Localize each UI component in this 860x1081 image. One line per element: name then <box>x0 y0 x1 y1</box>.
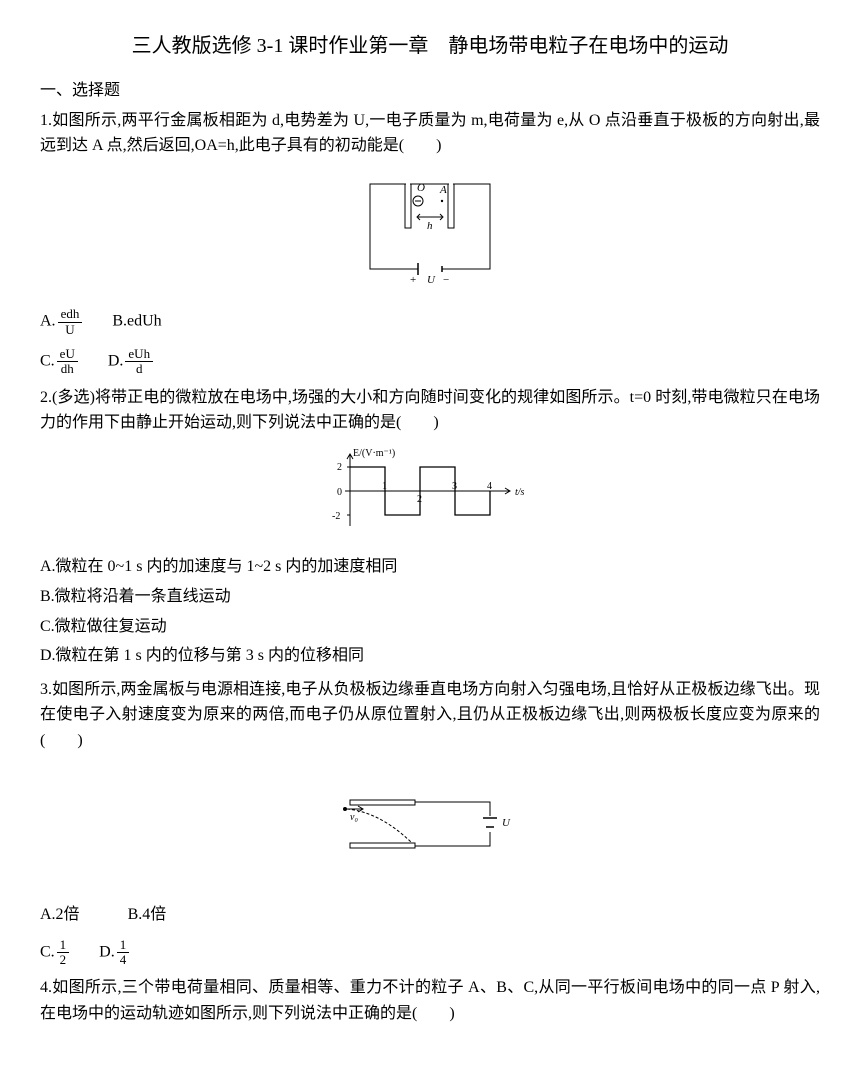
q2-optB: B.微粒将沿着一条直线运动 <box>40 584 820 610</box>
q1-optC-den: dh <box>57 362 78 376</box>
q1-fig-label-O: O <box>417 182 425 194</box>
q2-fig-ylabel: E/(V·m⁻¹) <box>353 448 395 459</box>
question-1: 1.如图所示,两平行金属板相距为 d,电势差为 U,一电子质量为 m,电荷量为 … <box>40 108 820 377</box>
q3-optD-num: 1 <box>117 938 130 953</box>
q1-optD-den: d <box>125 362 153 376</box>
q1-optA-den: U <box>58 323 83 337</box>
q1-optD-num: eUh <box>125 347 153 362</box>
q1-fig-label-plus: + <box>410 274 416 286</box>
q3-optA: A.2倍 <box>40 906 80 923</box>
q2-fig-ytick-zero: 0 <box>337 487 342 498</box>
q1-figure: O A h + U − <box>40 169 820 298</box>
q3-optC-num: 1 <box>57 938 70 953</box>
q1-fig-label-U: U <box>427 274 436 286</box>
question-4: 4.如图所示,三个带电荷量相同、质量相等、重力不计的粒子 A、B、C,从同一平行… <box>40 975 820 1026</box>
q2-fig-xtick-3: 3 <box>452 481 457 492</box>
page-title: 三人教版选修 3-1 课时作业第一章 静电场带电粒子在电场中的运动 <box>40 30 820 62</box>
q4-text: 4.如图所示,三个带电荷量相同、质量相等、重力不计的粒子 A、B、C,从同一平行… <box>40 975 820 1026</box>
q1-optC-prefix: C. <box>40 352 55 369</box>
q2-fig-xlabel: t/s <box>515 487 525 498</box>
q2-fig-xtick-2: 2 <box>417 494 422 505</box>
q1-text: 1.如图所示,两平行金属板相距为 d,电势差为 U,一电子质量为 m,电荷量为 … <box>40 108 820 159</box>
q3-fig-label-U: U <box>502 817 511 829</box>
section-header: 一、选择题 <box>40 78 820 104</box>
q2-fig-ytick-neg: -2 <box>332 511 340 522</box>
q2-fig-xtick-4: 4 <box>487 481 492 492</box>
q1-optA-prefix: A. <box>40 313 56 330</box>
q2-optC: C.微粒做往复运动 <box>40 614 820 640</box>
q3-options: A.2倍 B.4倍 C.12 D.14 <box>40 902 820 967</box>
q2-text: 2.(多选)将带正电的微粒放在电场中,场强的大小和方向随时间变化的规律如图所示。… <box>40 385 820 436</box>
q2-figure: E/(V·m⁻¹) t/s 2 0 -2 1 2 3 4 <box>40 446 820 545</box>
q1-options: A.edhU B.edUh C.eUdh D.eUhd <box>40 307 820 376</box>
q3-figure: U v₀ <box>40 764 820 893</box>
q1-optA-num: edh <box>58 307 83 322</box>
q3-text: 3.如图所示,两金属板与电源相连接,电子从负极板边缘垂直电场方向射入匀强电场,且… <box>40 677 820 754</box>
q3-optD-den: 4 <box>117 953 130 967</box>
q1-fig-label-h: h <box>427 220 433 232</box>
q2-options: A.微粒在 0~1 s 内的加速度与 1~2 s 内的加速度相同 B.微粒将沿着… <box>40 554 820 668</box>
q3-optC-den: 2 <box>57 953 70 967</box>
q1-fig-label-A: A <box>439 184 447 196</box>
q2-fig-xtick-1: 1 <box>382 481 387 492</box>
q3-optC-prefix: C. <box>40 943 55 960</box>
question-2: 2.(多选)将带正电的微粒放在电场中,场强的大小和方向随时间变化的规律如图所示。… <box>40 385 820 669</box>
q3-optD-prefix: D. <box>99 943 115 960</box>
q1-optB: B.edUh <box>112 313 161 330</box>
q2-optA: A.微粒在 0~1 s 内的加速度与 1~2 s 内的加速度相同 <box>40 554 820 580</box>
q1-optC-num: eU <box>57 347 78 362</box>
q3-fig-label-v0: v₀ <box>350 812 358 823</box>
question-3: 3.如图所示,两金属板与电源相连接,电子从负极板边缘垂直电场方向射入匀强电场,且… <box>40 677 820 968</box>
q2-optD: D.微粒在第 1 s 内的位移与第 3 s 内的位移相同 <box>40 643 820 669</box>
q3-optB: B.4倍 <box>128 906 167 923</box>
q1-fig-label-minus: − <box>443 274 449 286</box>
q2-fig-ytick-pos: 2 <box>337 462 342 473</box>
q1-optD-prefix: D. <box>108 352 124 369</box>
